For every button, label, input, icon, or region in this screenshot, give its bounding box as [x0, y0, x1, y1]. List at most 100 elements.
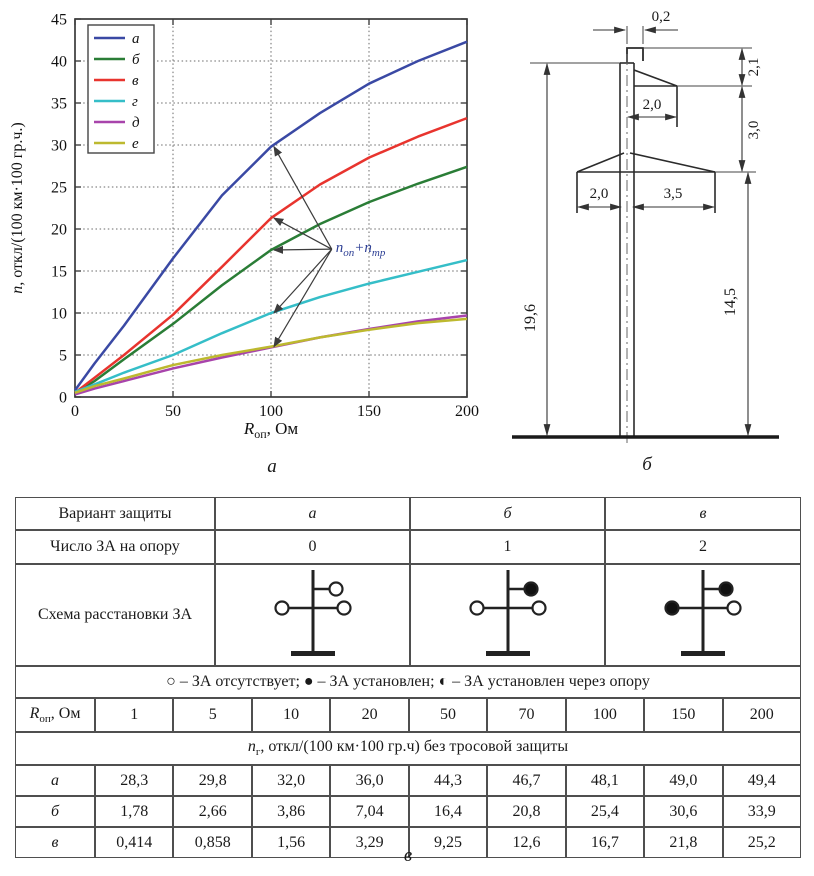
scheme-b-cell — [410, 564, 605, 666]
dim-middle-height: 3,0 — [746, 121, 762, 140]
dim-total-height: 19,6 — [522, 304, 539, 332]
row-label: в — [15, 827, 96, 858]
table-row-b: б 1,78 2,66 3,86 7,04 16,4 20,8 25,4 30,… — [15, 796, 801, 827]
rop-value: 150 — [644, 698, 723, 732]
data-cell: 49,0 — [644, 765, 723, 796]
data-cell: 48,1 — [565, 765, 645, 796]
data-cell: 36,0 — [330, 765, 409, 796]
variant-b-cell: б — [410, 497, 605, 530]
count-label-cell: Число ЗА на опору — [15, 530, 215, 564]
svg-text:10: 10 — [51, 306, 67, 323]
data-cell: 28,3 — [95, 765, 174, 796]
table-row-scheme: Схема расстановки ЗА — [15, 564, 801, 666]
data-cell: 32,0 — [251, 765, 331, 796]
data-cell: 3,86 — [251, 796, 331, 827]
za-pole-schematic — [664, 570, 742, 656]
rop-value: 20 — [330, 698, 409, 732]
data-cell: 29,8 — [173, 765, 252, 796]
protection-table: Вариант защиты а б в Число ЗА на опору 0… — [15, 497, 801, 858]
table-row-rop: Rоп, Ом 1 5 10 20 50 70 100 150 200 — [15, 698, 801, 732]
svg-text:200: 200 — [455, 403, 479, 420]
data-cell: 12,6 — [487, 827, 566, 858]
dimension-labels: 0,2 2,1 2,0 3,0 2,0 3,5 19,6 14,5 — [522, 9, 762, 332]
svg-text:е: е — [132, 136, 139, 152]
plot-frame — [74, 18, 468, 398]
svg-text:35: 35 — [51, 96, 67, 113]
caption-v: в — [403, 845, 413, 866]
row-label: а — [15, 765, 96, 796]
rop-value: 200 — [722, 698, 801, 732]
data-cell: 0,858 — [173, 827, 252, 858]
failure-rate-chart: 0 5 10 15 20 25 30 35 40 45 0 50 100 150 200 nоп+nтр абв… — [9, 12, 479, 442]
data-cell: 3,29 — [330, 827, 409, 858]
svg-text:nоп+nтр: nоп+nтр — [336, 240, 386, 259]
za-pole-schematic — [468, 570, 547, 656]
svg-text:150: 150 — [357, 403, 381, 420]
table-row-v: в 0,414 0,858 1,56 3,29 9,25 12,6 16,7 2… — [15, 827, 801, 858]
svg-text:в: в — [132, 73, 139, 89]
svg-text:б: б — [132, 52, 140, 68]
annotation-n-op-n-tr: nоп+nтр — [272, 145, 386, 348]
variant-a-cell: а — [215, 497, 410, 530]
dim-top-width: 0,2 — [652, 9, 671, 25]
table-row-count: Число ЗА на опору 0 1 2 — [15, 530, 801, 564]
rop-value: 5 — [173, 698, 252, 732]
data-cell: 2,66 — [173, 796, 252, 827]
table-row-a: а 28,3 29,8 32,0 36,0 44,3 46,7 48,1 49,… — [15, 765, 801, 796]
za-scheme-icon — [643, 565, 763, 660]
svg-text:40: 40 — [51, 54, 67, 71]
series-б — [74, 165, 468, 394]
svg-text:45: 45 — [51, 12, 67, 29]
data-cell: 20,8 — [487, 796, 566, 827]
table-top-section: Вариант защиты а б в Число ЗА на опору 0… — [15, 497, 801, 666]
table-row-variant: Вариант защиты а б в — [15, 497, 801, 530]
variant-v-cell: в — [605, 497, 801, 530]
count-b-cell: 1 — [410, 530, 605, 564]
dim-upper-arm: 2,0 — [643, 97, 662, 113]
caption-b: б — [642, 454, 652, 475]
svg-text:25: 25 — [51, 180, 67, 197]
svg-text:0: 0 — [71, 403, 79, 420]
data-cell: 7,04 — [330, 796, 409, 827]
dim-base-height: 14,5 — [722, 288, 739, 316]
data-cell: 16,7 — [565, 827, 645, 858]
data-cell: 49,4 — [722, 765, 801, 796]
symbols-legend: ○ – ЗА отсутствует; ● – ЗА установлен; ◐… — [15, 666, 801, 698]
svg-text:5: 5 — [59, 348, 67, 365]
rop-value: 10 — [251, 698, 331, 732]
svg-text:а: а — [132, 31, 140, 47]
svg-text:100: 100 — [259, 403, 283, 420]
svg-text:г: г — [132, 94, 138, 110]
rop-value: 1 — [95, 698, 174, 732]
svg-text:30: 30 — [51, 138, 67, 155]
series-е — [74, 317, 468, 394]
data-cell: 33,9 — [722, 796, 801, 827]
grid-lines — [75, 19, 467, 397]
data-cell: 21,8 — [644, 827, 723, 858]
count-v-cell: 2 — [605, 530, 801, 564]
data-cell: 9,25 — [408, 827, 488, 858]
scheme-v-cell — [605, 564, 801, 666]
variant-label-cell: Вариант защиты — [15, 497, 215, 530]
data-cell: 0,414 — [95, 827, 174, 858]
table-numeric-section: Rоп, Ом 1 5 10 20 50 70 100 150 200 nг, … — [15, 698, 801, 858]
count-a-cell: 0 — [215, 530, 410, 564]
svg-text:0: 0 — [59, 390, 67, 407]
rop-value: 50 — [408, 698, 488, 732]
data-cell: 1,56 — [251, 827, 331, 858]
scheme-a-cell — [215, 564, 410, 666]
svg-text:20: 20 — [51, 222, 67, 239]
row-label: б — [15, 796, 96, 827]
svg-text:15: 15 — [51, 264, 67, 281]
y-axis-label: n, откл/(100 км·100 гр.ч.) — [9, 122, 26, 293]
svg-text:50: 50 — [165, 403, 181, 420]
series-а — [73, 40, 468, 392]
tower-structure — [576, 47, 716, 436]
tower-diagram: 0,2 2,1 2,0 3,0 2,0 3,5 19,6 14,5 — [512, 9, 779, 443]
data-cell: 1,78 — [95, 796, 174, 827]
x-axis-label: Rоп, Ом — [243, 419, 299, 441]
caption-a: а — [267, 456, 277, 477]
dim-upper-height: 2,1 — [746, 58, 762, 77]
